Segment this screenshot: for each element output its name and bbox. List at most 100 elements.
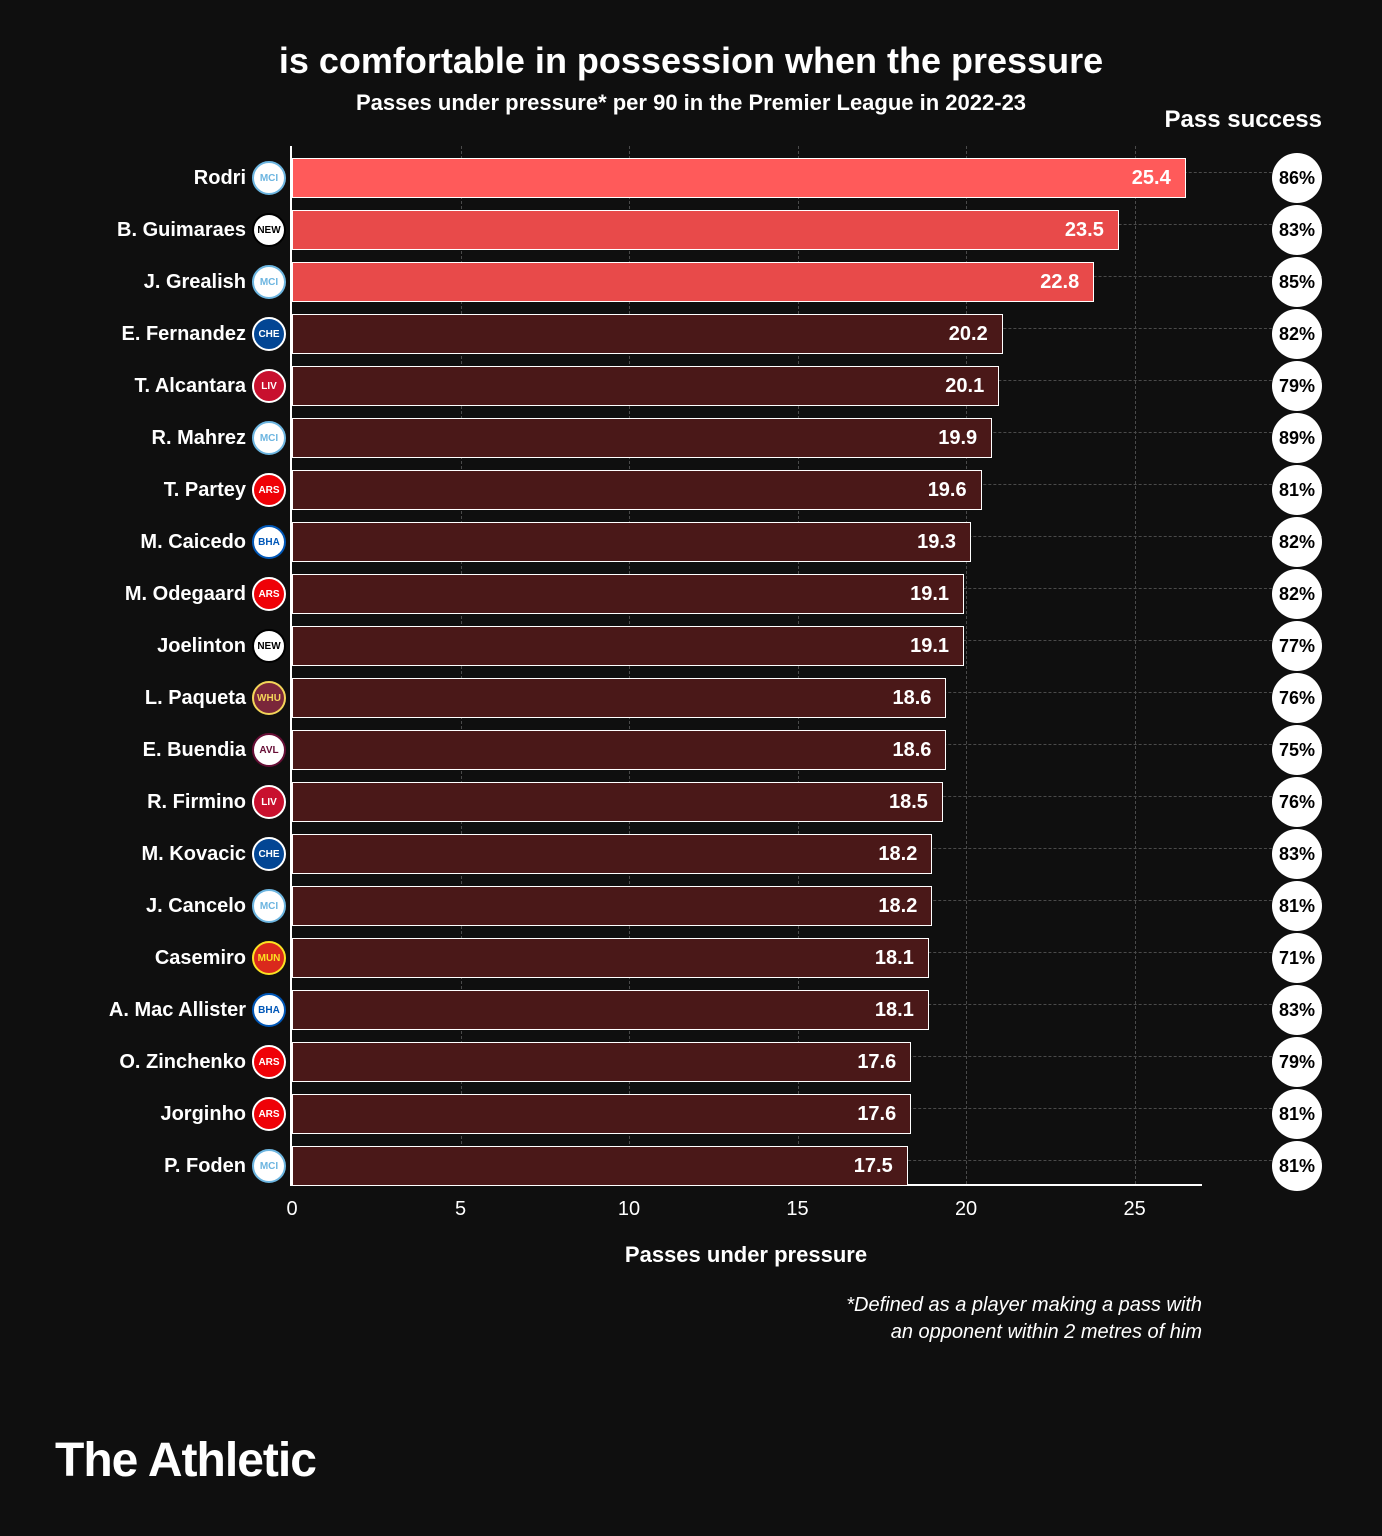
pass-success-badge: 83% (1272, 985, 1322, 1035)
player-name: Joelinton (62, 635, 252, 658)
bar: 18.2 (292, 834, 932, 874)
bar: 20.2 (292, 314, 1003, 354)
data-row: R. MahrezMCI19.989% (62, 412, 1322, 464)
x-axis-label: Passes under pressure (290, 1242, 1202, 1268)
pass-success-badge: 83% (1272, 205, 1322, 255)
team-badge-icon: ARS (252, 1045, 286, 1079)
data-row: B. GuimaraesNEW23.5 83% (62, 204, 1322, 256)
bar-track: 22.8 (292, 262, 1242, 302)
bar: 19.1 (292, 574, 964, 614)
pass-success-badge: 86% (1272, 153, 1322, 203)
bar-track: 18.6 (292, 730, 1242, 770)
data-row: M. CaicedoBHA19.382% (62, 516, 1322, 568)
data-row: O. ZinchenkoARS17.679% (62, 1036, 1322, 1088)
data-row: JorginhoARS17.6 81% (62, 1088, 1322, 1140)
bar-track: 17.6 (292, 1042, 1242, 1082)
bar: 17.6 (292, 1042, 911, 1082)
pass-success-badge: 79% (1272, 1037, 1322, 1087)
team-badge-icon: ARS (252, 473, 286, 507)
bar-track: 17.5 (292, 1146, 1242, 1186)
team-badge-icon: MCI (252, 1149, 286, 1183)
data-row: CasemiroMUN18.1 71% (62, 932, 1322, 984)
player-name: Rodri (62, 167, 252, 190)
chart-title: is comfortable in possession when the pr… (60, 40, 1322, 82)
chart-area: Pass success 0510152025RodriMCI25.486%B.… (60, 146, 1322, 1346)
bar: 18.2 (292, 886, 932, 926)
pass-success-badge: 79% (1272, 361, 1322, 411)
player-name: Casemiro (62, 947, 252, 970)
pass-success-badge: 76% (1272, 673, 1322, 723)
bar: 20.1 (292, 366, 999, 406)
data-row: T. ParteyARS19.681% (62, 464, 1322, 516)
bar-track: 23.5 (292, 210, 1242, 250)
bar: 17.6 (292, 1094, 911, 1134)
brand-logo: The Athletic (55, 1433, 316, 1488)
chart-subtitle: Passes under pressure* per 90 in the Pre… (60, 90, 1322, 116)
bar: 22.8 (292, 262, 1094, 302)
team-badge-icon: MUN (252, 941, 286, 975)
bar-track: 20.1 (292, 366, 1242, 406)
player-name: B. Guimaraes (62, 219, 252, 242)
data-row: J. GrealishMCI22.885% (62, 256, 1322, 308)
player-name: L. Paqueta (62, 687, 252, 710)
data-row: L. PaquetaWHU18.676% (62, 672, 1322, 724)
player-name: M. Caicedo (62, 531, 252, 554)
pass-success-badge: 81% (1272, 881, 1322, 931)
data-row: JoelintonNEW19.177% (62, 620, 1322, 672)
team-badge-icon: ARS (252, 577, 286, 611)
player-name: R. Firmino (62, 791, 252, 814)
pass-success-badge: 89% (1272, 413, 1322, 463)
data-row: R. FirminoLIV18.576% (62, 776, 1322, 828)
team-badge-icon: MCI (252, 889, 286, 923)
team-badge-icon: MCI (252, 421, 286, 455)
player-name: A. Mac Allister (62, 999, 252, 1022)
bar-track: 19.3 (292, 522, 1242, 562)
pass-success-badge: 82% (1272, 517, 1322, 567)
bar: 19.1 (292, 626, 964, 666)
bar: 19.6 (292, 470, 982, 510)
player-name: M. Odegaard (62, 583, 252, 606)
bar-track: 19.1 (292, 574, 1242, 614)
bar: 18.6 (292, 678, 946, 718)
bar: 18.5 (292, 782, 943, 822)
bar-track: 18.1 (292, 938, 1242, 978)
team-badge-icon: NEW (252, 213, 286, 247)
data-row: M. OdegaardARS19.1 82% (62, 568, 1322, 620)
bar-track: 18.2 (292, 834, 1242, 874)
player-name: T. Alcantara (62, 375, 252, 398)
pass-success-badge: 81% (1272, 1089, 1322, 1139)
pass-success-badge: 77% (1272, 621, 1322, 671)
data-row: M. KovacicCHE18.2 83% (62, 828, 1322, 880)
bar-track: 25.4 (292, 158, 1242, 198)
pass-success-badge: 85% (1272, 257, 1322, 307)
footnote: *Defined as a player making a pass with … (290, 1292, 1202, 1346)
pass-success-badge: 75% (1272, 725, 1322, 775)
bar-track: 18.1 (292, 990, 1242, 1030)
player-name: Jorginho (62, 1103, 252, 1126)
player-name: P. Foden (62, 1155, 252, 1178)
pass-success-badge: 83% (1272, 829, 1322, 879)
player-name: J. Cancelo (62, 895, 252, 918)
player-name: T. Partey (62, 479, 252, 502)
player-name: M. Kovacic (62, 843, 252, 866)
bar: 23.5 (292, 210, 1119, 250)
pass-success-badge: 71% (1272, 933, 1322, 983)
pass-success-badge: 82% (1272, 569, 1322, 619)
data-row: E. BuendiaAVL18.675% (62, 724, 1322, 776)
team-badge-icon: ARS (252, 1097, 286, 1131)
player-name: E. Fernandez (62, 323, 252, 346)
team-badge-icon: CHE (252, 317, 286, 351)
team-badge-icon: AVL (252, 733, 286, 767)
bar-track: 19.6 (292, 470, 1242, 510)
bar-track: 20.2 (292, 314, 1242, 354)
pass-success-badge: 82% (1272, 309, 1322, 359)
team-badge-icon: CHE (252, 837, 286, 871)
team-badge-icon: MCI (252, 161, 286, 195)
bar: 19.3 (292, 522, 971, 562)
team-badge-icon: LIV (252, 785, 286, 819)
player-name: R. Mahrez (62, 427, 252, 450)
data-row: A. Mac AllisterBHA18.183% (62, 984, 1322, 1036)
bar-track: 19.1 (292, 626, 1242, 666)
bar-track: 18.2 (292, 886, 1242, 926)
bar: 17.5 (292, 1146, 908, 1186)
